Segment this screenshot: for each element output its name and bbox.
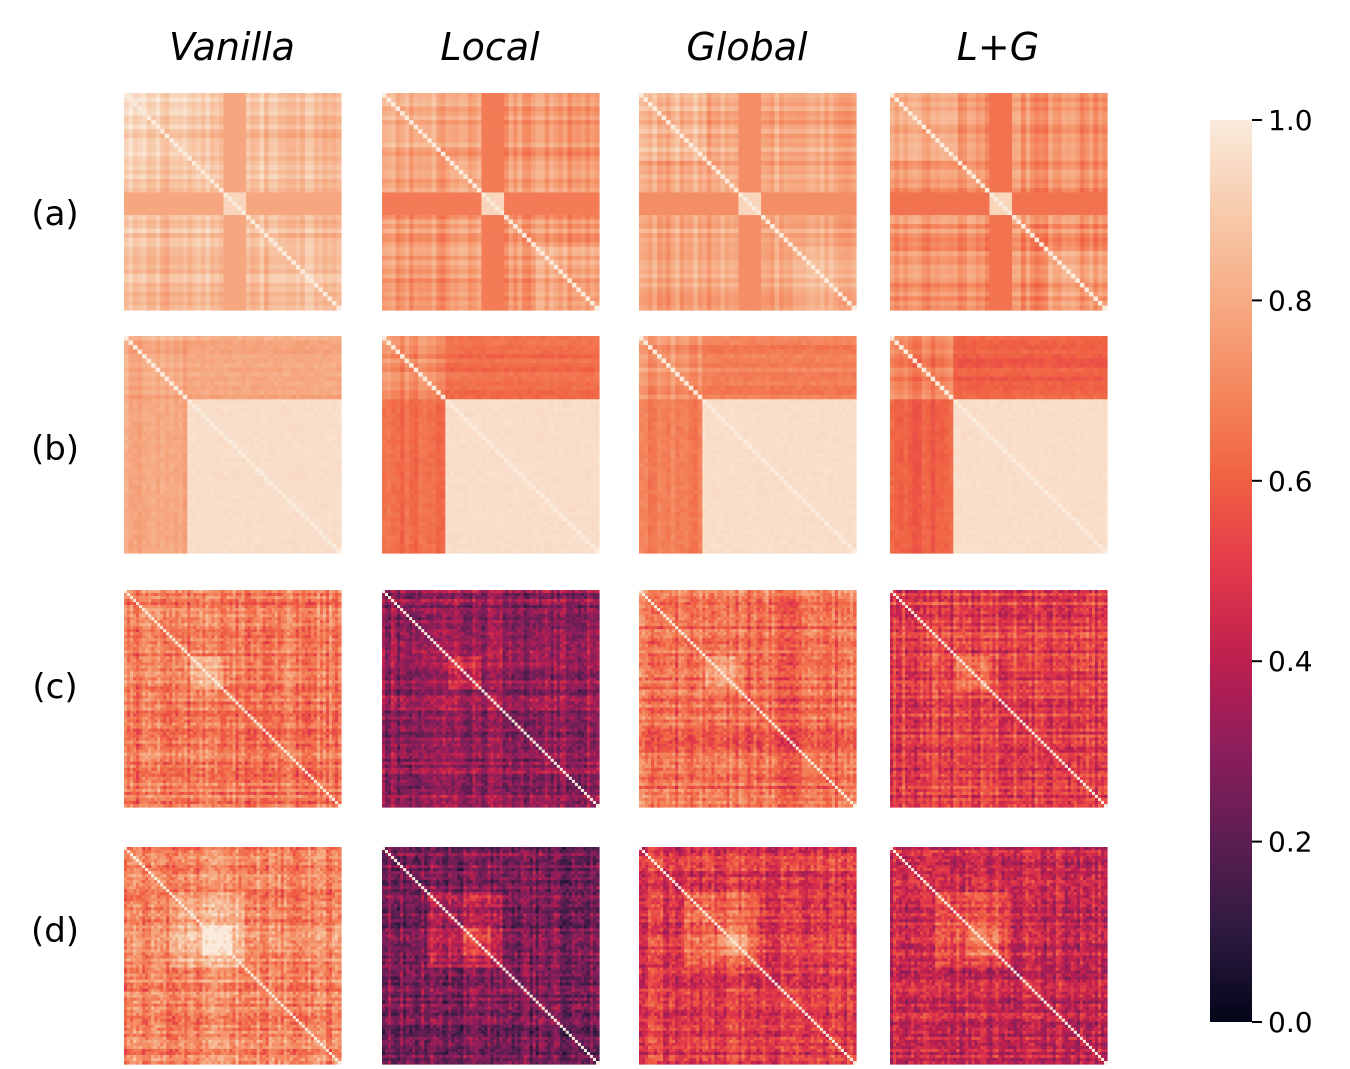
colorbar-tick-label: 0.6 xyxy=(1268,465,1313,498)
column-title-local: Local xyxy=(440,25,540,69)
column-title-global: Global xyxy=(686,25,808,69)
heatmap-panel-a-lg xyxy=(890,93,1108,311)
heatmap-grid xyxy=(124,93,1108,1065)
heatmap-panel-c-lg xyxy=(890,590,1108,808)
row-label-d: (d) xyxy=(31,911,79,951)
colorbar-tick-label: 0.8 xyxy=(1268,284,1313,317)
row-label-c: (c) xyxy=(32,667,77,707)
colorbar-ticks: 0.0 0.2 0.4 0.6 0.8 1.0 xyxy=(1252,104,1313,1039)
heatmap-panel-b-lg xyxy=(890,336,1108,554)
column-title-vanilla: Vanilla xyxy=(169,25,295,69)
column-title-lg: L+G xyxy=(957,25,1039,69)
colorbar-tick-label: 0.0 xyxy=(1268,1006,1313,1039)
colorbar-gradient xyxy=(1210,120,1252,1022)
heatmap-panel-d-lg xyxy=(890,847,1108,1065)
heatmap-panel-c-global xyxy=(639,590,857,808)
heatmap-panel-d-vanilla xyxy=(124,847,342,1065)
heatmap-panel-b-vanilla xyxy=(124,336,342,554)
heatmap-panel-a-global xyxy=(639,93,857,311)
heatmap-panel-d-global xyxy=(639,847,857,1065)
heatmap-panel-b-global xyxy=(639,336,857,554)
heatmap-panel-a-local xyxy=(382,93,600,311)
heatmap-panel-c-local xyxy=(382,590,600,808)
colorbar: 0.0 0.2 0.4 0.6 0.8 1.0 xyxy=(1210,104,1313,1039)
row-label-b: (b) xyxy=(31,429,79,469)
colorbar-tick-label: 0.2 xyxy=(1268,826,1313,859)
heatmap-panel-d-local xyxy=(382,847,600,1065)
heatmap-panel-a-vanilla xyxy=(124,93,342,311)
heatmap-panel-c-vanilla xyxy=(124,590,342,808)
colorbar-tick-label: 0.4 xyxy=(1268,645,1313,678)
colorbar-tick-label: 1.0 xyxy=(1268,104,1313,137)
row-label-a: (a) xyxy=(31,194,78,234)
heatmap-panel-b-local xyxy=(382,336,600,554)
